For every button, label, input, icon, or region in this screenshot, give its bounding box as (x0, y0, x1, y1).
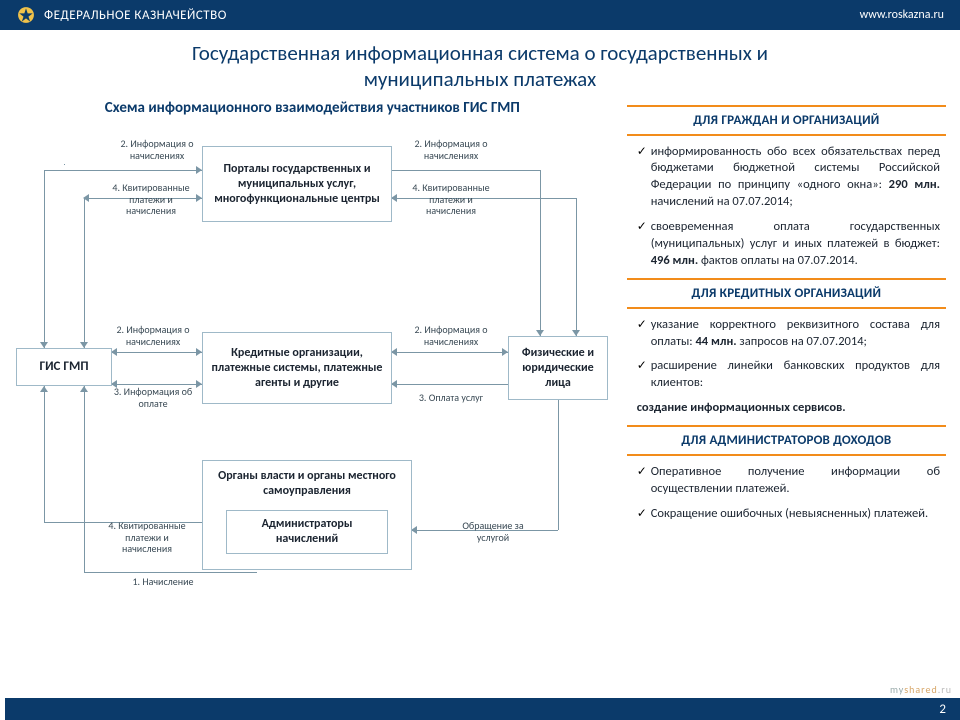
info-sections: ДЛЯ ГРАЖДАН И ОРГАНИЗАЦИЙ информированнос… (627, 99, 946, 647)
node-gis: ГИС ГМП (16, 348, 112, 386)
section-list: информированность обо всех обязательства… (627, 144, 946, 270)
watermark: myshared.ru (890, 683, 952, 696)
edge-label: 2. Информация о начислениях (108, 324, 198, 347)
list-item: расширение линейки банковских продуктов … (637, 358, 940, 392)
list-item: Сокращение ошибочных (невыясненных) плат… (637, 506, 940, 523)
section-heading: ДЛЯ ГРАЖДАН И ОРГАНИЗАЦИЙ (627, 105, 946, 136)
node-portals: Порталы государственных и муниципальных … (202, 146, 392, 222)
diagram-title: Схема информационного взаимодействия уча… (8, 99, 617, 119)
list-item: своевременная оплата государственных (му… (637, 219, 940, 270)
edge-label: 2. Информация о начислениях (406, 324, 496, 347)
node-persons: Физические и юридические лица (508, 336, 608, 400)
edge-label: 2. Информация о начислениях (406, 138, 496, 161)
edge-label: 2. Информация о начислениях (112, 138, 202, 161)
flowchart: ГИС ГМП Порталы государственных и муницип… (8, 126, 617, 646)
section-list: указание корректного реквизитного состав… (627, 317, 946, 417)
treasury-emblem-icon (16, 5, 36, 25)
footer-bar: 2 (5, 698, 960, 720)
diagram-column: Схема информационного взаимодействия уча… (8, 99, 617, 647)
edge-label: 4. Квитированные платежи и начисления (406, 182, 496, 217)
header-bar: ФЕДЕРАЛЬНОЕ КАЗНАЧЕЙСТВО www.roskazna.ru (0, 0, 960, 30)
org-name: ФЕДЕРАЛЬНОЕ КАЗНАЧЕЙСТВО (44, 8, 227, 23)
section-list: Оперативное получение информации об осущ… (627, 464, 946, 523)
list-item: создание информационных сервисов. (637, 400, 940, 417)
node-admins: Администраторы начислений (226, 510, 388, 554)
page-title: Государственная информационная система о… (0, 30, 960, 99)
node-credit: Кредитные организации, платежные системы… (202, 332, 392, 404)
edge-label: 1. Начисление (118, 576, 208, 588)
edge-label: Обращение за услугой (448, 520, 538, 543)
edge-label: 4. Квитированные платежи и начисления (106, 182, 196, 217)
edge-label: 3. Оплата услуг (406, 392, 496, 404)
list-item: указание корректного реквизитного состав… (637, 317, 940, 351)
site-url: www.roskazna.ru (860, 8, 944, 22)
section-heading: ДЛЯ КРЕДИТНЫХ ОРГАНИЗАЦИЙ (627, 278, 946, 309)
list-item: информированность обо всех обязательства… (637, 144, 940, 212)
edge-label: 4. Квитированные платежи и начисления (102, 520, 192, 555)
edge-label: 3. Информация об оплате (108, 386, 198, 409)
list-item: Оперативное получение информации об осущ… (637, 464, 940, 498)
page-number: 2 (939, 702, 946, 717)
section-heading: ДЛЯ АДМИНИСТРАТОРОВ ДОХОДОВ (627, 425, 946, 456)
